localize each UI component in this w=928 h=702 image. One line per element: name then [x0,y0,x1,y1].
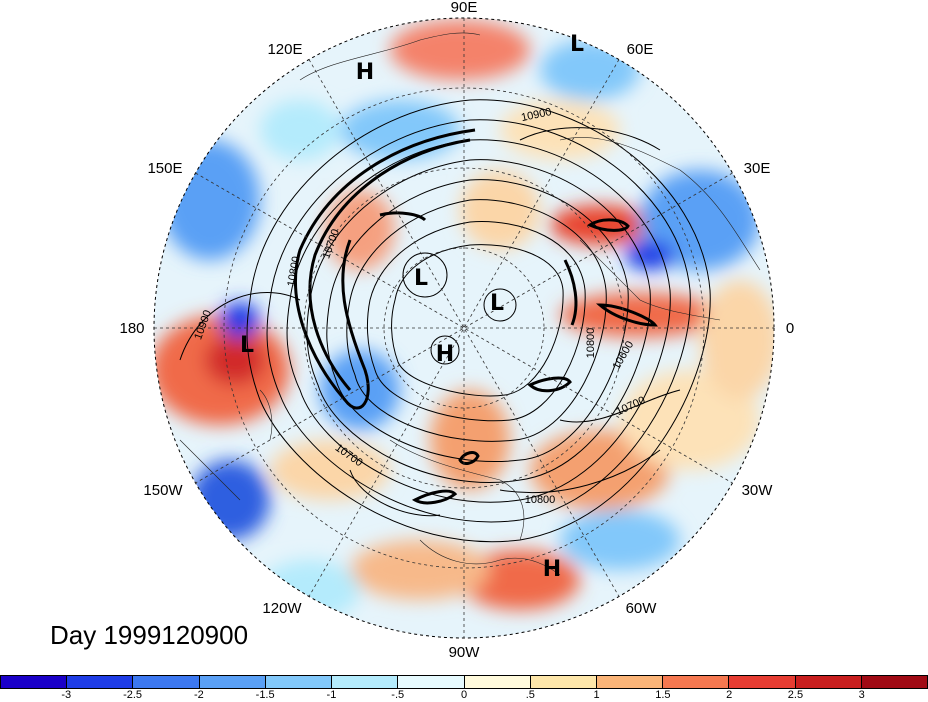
high-center-marker: H [356,60,374,85]
colorbar-swatch [332,676,399,688]
colorbar-tick-label: 0 [460,689,468,701]
lon-label-30w: 30W [742,482,774,499]
colorbar-swatch [133,676,200,688]
colorbar-swatch [596,676,664,688]
colorbar-swatch [398,676,465,688]
high-center-marker: H [543,557,561,582]
lon-label-180: 180 [119,320,144,337]
low-center-marker: L [490,291,504,316]
colorbar-tick-label: -3 [61,689,72,701]
colorbar-swatch [1,676,68,688]
lon-label-0: 0 [786,320,794,337]
colorbar-swatch [199,676,266,688]
lon-label-60e: 60E [627,41,654,58]
colorbar-swatch [729,676,796,688]
colorbar-swatch [530,676,597,688]
colorbar-tick-label: 2 [726,689,733,701]
low-center-marker: L [570,32,584,57]
colorbar-tick-label: 3 [858,689,865,701]
lon-label-120e: 120E [267,41,302,58]
colorbar-tick-label: -.5 [391,689,405,701]
colorbar-swatch [861,676,928,688]
lon-label-120w: 120W [262,600,302,617]
date-title: Day 1999120900 [50,620,249,650]
contour-label: 10800 [525,494,556,506]
colorbar [0,675,928,689]
height-contours [179,99,711,543]
colorbar-swatch [663,676,730,688]
colorbar-swatch [67,676,134,688]
colorbar-swatch [265,676,333,688]
graticule [154,18,774,638]
colorbar-tick-label: 2.5 [787,689,804,701]
low-center-marker: L [414,266,428,291]
high-center-marker: H [436,342,454,367]
low-center-marker: L [240,333,254,358]
colorbar-tick-label: 1 [593,689,600,701]
coastlines [179,32,761,576]
colorbar-tick-label: -1 [326,689,337,701]
lon-label-60w: 60W [626,600,658,617]
lon-label-90w: 90W [449,644,481,661]
colorbar-tick-label: 1.5 [655,689,671,701]
contour-label: 10800 [585,328,597,359]
polar-map: 90E 60E 30E 0 30W 60W 90W 120W 150W 180 … [119,0,794,661]
pressure-centers: H H H L L L L [240,32,584,582]
lon-label-30e: 30E [744,160,771,177]
lon-label-90e: 90E [451,0,478,16]
colorbar-tick-labels: -3 -2.5 -2 -1.5 -1 -.5 0 .5 1 1.5 2 2.5 3 [0,689,928,702]
contour-label: 10800 [285,255,302,287]
colorbar-tick-label: .5 [525,689,535,701]
lon-label-150w: 150W [143,482,183,499]
lon-label-150e: 150E [147,160,182,177]
colorbar-swatch [464,676,531,688]
colorbar-tick-label: -2.5 [123,689,143,701]
colorbar-swatch [795,676,862,688]
longitude-labels: 90E 60E 30E 0 30W 60W 90W 120W 150W 180 … [119,0,794,661]
colorbar-tick-label: -1.5 [255,689,275,701]
colorbar-tick-label: -2 [193,689,204,701]
